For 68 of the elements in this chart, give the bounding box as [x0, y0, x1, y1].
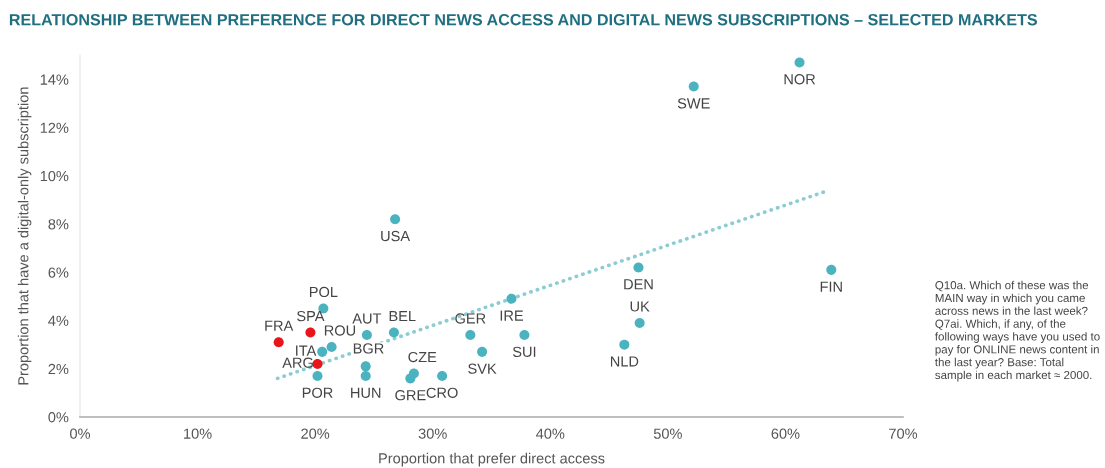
y-tick-label: 8%: [48, 219, 69, 230]
annotation: GER: [455, 313, 486, 324]
point: [312, 370, 323, 381]
y-tick-label: 6%: [48, 267, 69, 278]
point: [688, 81, 699, 92]
y-tick-label: 4%: [48, 315, 69, 326]
annotation: ITA: [296, 345, 317, 356]
annotation: BGR: [353, 343, 384, 354]
point: [519, 329, 530, 340]
point: [361, 329, 372, 340]
annotation: ARG: [282, 357, 313, 368]
annotation: AUT: [352, 313, 382, 324]
point: [619, 339, 630, 350]
annotation: POL: [309, 286, 338, 298]
y-axis-title: Proportion that have a digital-only subscription: [17, 87, 32, 385]
annotation: CRO: [426, 387, 458, 398]
annotation: HUN: [351, 387, 381, 398]
y-tick-label: 10%: [40, 170, 69, 182]
point: [826, 264, 837, 275]
point: [360, 370, 371, 381]
chart-title: RELATIONSHIP BETWEEN PREFERENCE FOR DIRECT NEWS ACCESS AND DIGITAL NEWS SUBSCRIPTIONS – SELECTED MARKETS: [9, 13, 1038, 26]
annotation: NOR: [784, 74, 816, 85]
point: [477, 346, 488, 357]
annotation: CZE: [408, 351, 437, 363]
point: [388, 327, 399, 338]
annotation: GRE: [395, 390, 426, 401]
annotation: FRA: [265, 320, 294, 331]
x-tick-label: 10%: [184, 428, 212, 439]
x-tick-label: 70%: [889, 428, 918, 439]
x-tick-label: 40%: [536, 428, 565, 439]
point: [437, 370, 448, 381]
annotation: FIN: [820, 281, 842, 292]
annotation: ROU: [324, 325, 356, 336]
annotation: SWE: [677, 98, 710, 109]
y-tick-label: 12%: [40, 122, 69, 133]
annotation: POR: [302, 387, 333, 398]
point: [326, 342, 337, 353]
y-tick-label: 14%: [40, 74, 69, 85]
point: [634, 317, 645, 328]
annotation: SUI: [512, 346, 536, 357]
x-tick-label: 60%: [771, 428, 800, 439]
point: [312, 358, 323, 369]
annotation: NLD: [610, 356, 639, 367]
x-tick-label: 0%: [70, 428, 91, 439]
x-tick-label: 50%: [653, 428, 682, 439]
x-axis-title: Proportion that prefer direct access: [379, 452, 605, 467]
point: [794, 57, 805, 68]
annotation: IRE: [500, 310, 524, 321]
point: [390, 214, 401, 225]
annotation: SVK: [468, 363, 497, 374]
point: [360, 361, 371, 372]
y-tick-label: 2%: [48, 363, 69, 375]
point: [305, 327, 316, 338]
annotation: DEN: [624, 279, 653, 290]
point: [633, 262, 644, 273]
x-tick-label: 20%: [301, 428, 330, 439]
point: [506, 293, 517, 304]
annotation: UK: [630, 301, 650, 312]
text: Q10a. Which of these was the MAIN way in which you came across news in the last week? Q7ai. Which, if any, of the following ways have you used to pay for ONLINE news content in the last year? Base: Total sample in each market ≈ 2000.: [934, 280, 1100, 382]
point: [273, 337, 284, 348]
point: [465, 329, 476, 340]
annotation: SPA: [297, 310, 325, 322]
x-tick-label: 30%: [418, 428, 447, 439]
point: [317, 346, 328, 357]
point: [405, 373, 416, 384]
annotation: USA: [381, 230, 411, 242]
annotation: BEL: [389, 311, 416, 322]
y-tick-label: 0%: [48, 412, 69, 423]
